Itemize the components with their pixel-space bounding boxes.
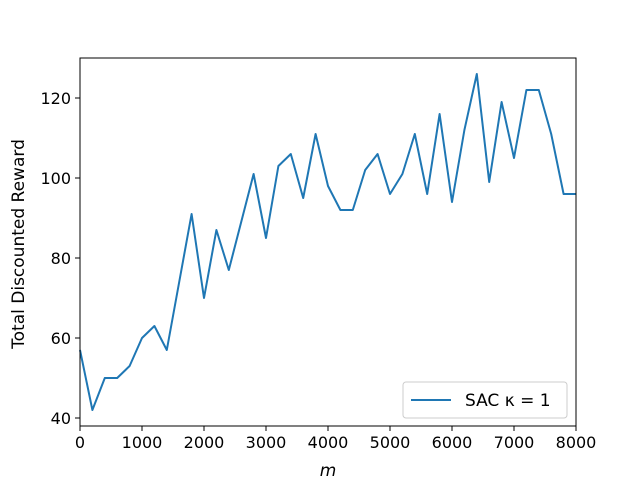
x-tick-label: 7000: [494, 433, 535, 452]
x-tick-label: 2000: [184, 433, 225, 452]
x-tick-label: 0: [75, 433, 85, 452]
x-tick-label: 4000: [308, 433, 349, 452]
y-tick-label: 100: [40, 169, 71, 188]
plot-frame: [79, 57, 577, 427]
x-axis-ticks: 0 1000 2000 3000 4000 5000 6000 7000 8000: [75, 426, 596, 452]
plot-area: [79, 73, 576, 411]
x-tick-label: 8000: [556, 433, 597, 452]
x-tick-label: 3000: [246, 433, 287, 452]
series-line-0: [79, 73, 576, 411]
y-axis-label: Total Discounted Reward: [9, 139, 29, 350]
y-tick-label: 60: [51, 329, 71, 348]
x-tick-label: 1000: [122, 433, 163, 452]
x-tick-label: 5000: [370, 433, 411, 452]
y-axis-ticks: 40 60 80 100 120: [40, 89, 80, 428]
y-tick-label: 120: [40, 89, 71, 108]
legend-label: SAC κ = 1: [465, 391, 551, 411]
y-tick-label: 80: [51, 249, 71, 268]
y-tick-label: 40: [51, 409, 71, 428]
x-axis-label: m: [320, 461, 337, 480]
legend-box: [402, 381, 568, 419]
x-tick-label: 6000: [432, 433, 473, 452]
legend: SAC κ = 1: [402, 381, 568, 419]
